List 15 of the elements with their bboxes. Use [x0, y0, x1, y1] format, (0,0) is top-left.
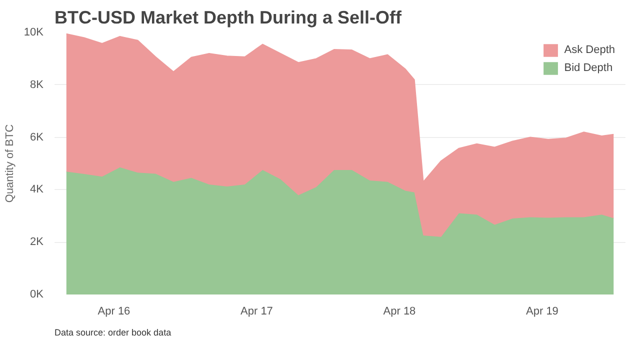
y-tick-label: 6K [30, 131, 44, 144]
legend-label: Bid Depth [564, 62, 613, 74]
y-tick-label: 8K [30, 78, 44, 91]
y-tick-label: 2K [30, 236, 44, 248]
x-tick-label: Apr 17 [240, 306, 273, 318]
y-tick-label: 10K [24, 26, 44, 38]
legend-label: Ask Depth [564, 44, 615, 56]
x-tick-label: Apr 18 [383, 306, 416, 318]
x-tick-label: Apr 19 [526, 306, 558, 318]
chart-title: BTC-USD Market Depth During a Sell-Off [54, 8, 403, 28]
y-tick-label: 0K [30, 288, 44, 300]
x-tick-label: Apr 16 [98, 306, 130, 318]
y-tick-label: 4K [30, 184, 44, 196]
source-note: Data source: order book data [54, 328, 172, 338]
y-axis-title: Quantity of BTC [4, 124, 16, 203]
